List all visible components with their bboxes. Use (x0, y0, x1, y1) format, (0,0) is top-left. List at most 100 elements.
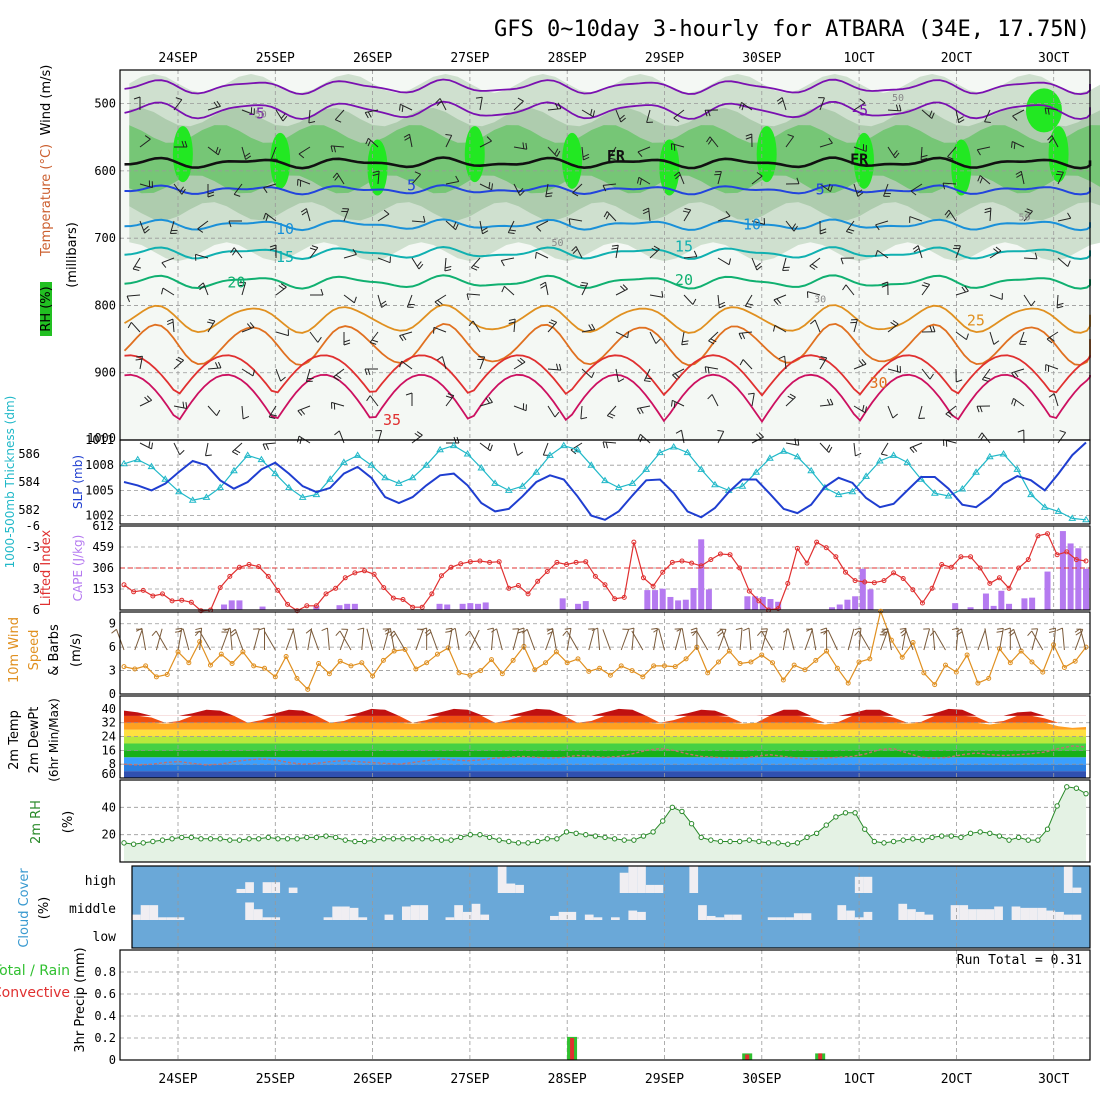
precip-tick: 0 (109, 1053, 116, 1067)
rh-marker (121, 840, 127, 846)
thickness-marker (120, 459, 128, 467)
upper-wind-barb (406, 294, 413, 308)
thickness-marker (862, 472, 870, 479)
upper-wind-barb-flag (309, 247, 317, 251)
cape-bar (336, 605, 343, 610)
upper-wind-barb-flag (1048, 393, 1055, 398)
rh-core (270, 132, 291, 189)
upper-wind-barb (917, 245, 923, 259)
upper-wind-barb-flag (143, 225, 149, 231)
upper-wind-barb-flag (881, 453, 888, 457)
wind-speed-marker (942, 662, 948, 668)
rh-marker (227, 837, 233, 843)
cloud-middle-cell (950, 905, 960, 920)
wind10m-barb-flag (335, 630, 341, 637)
upper-wind-barb-flag (436, 356, 443, 361)
upper-wind-barb (439, 98, 447, 111)
upper-wind-barb (331, 401, 345, 407)
rh-marker (756, 838, 762, 845)
upper-wind-barb (649, 331, 657, 344)
upper-wind-barb-flag (789, 393, 796, 398)
upper-wind-barb (513, 146, 527, 150)
upper-wind-barb-flag (352, 248, 357, 255)
cape-bar (575, 603, 582, 610)
upper-wind-barb (445, 181, 459, 185)
cape-bar (1029, 597, 1036, 610)
lifted-index-marker (496, 559, 502, 565)
rh-marker (640, 833, 647, 839)
rh-marker (900, 837, 906, 843)
wind-speed-marker (910, 639, 916, 645)
upper-wind-barb-flag (557, 102, 562, 109)
wind10m-barb (804, 629, 813, 651)
upper-wind-barb (572, 183, 583, 194)
upper-wind-barb (309, 247, 319, 259)
upper-wind-barb-flag (622, 284, 628, 290)
upper-wind-barb (467, 293, 481, 296)
upper-wind-barb-flag (976, 406, 980, 413)
thickness-marker (1040, 503, 1049, 510)
upper-wind-barb-flag (976, 149, 981, 156)
upper-wind-barb-flag (929, 373, 934, 380)
upper-wind-barb-flag (620, 117, 627, 123)
upper-wind-barb (334, 109, 345, 120)
upper-wind-barb-flag (776, 298, 782, 304)
lifted-index-marker (525, 591, 531, 597)
lifted-index-tick: 3 (33, 582, 40, 596)
upper-wind-barb-flag (858, 360, 864, 366)
upper-wind-barb-flag (335, 119, 342, 123)
cloud-middle-cell (802, 913, 812, 920)
upper-wind-barb-flag (645, 377, 652, 380)
upper-wind-barb-flag (199, 285, 205, 291)
upper-wind-barb (708, 331, 719, 342)
upper-wind-barb (343, 294, 355, 304)
upper-wind-barb (948, 209, 957, 222)
precip-convective-bar (818, 1053, 823, 1060)
upper-wind-barb-flag (592, 110, 596, 117)
upper-wind-barb (547, 405, 556, 418)
upper-wind-barb-flag (745, 305, 752, 309)
cape-bar (236, 600, 243, 610)
upper-wind-barb-flag (859, 98, 866, 104)
upper-wind-barb-flag (455, 175, 460, 182)
run-total-label: Run Total = 0.31 (957, 953, 1082, 968)
cloud-middle-cell (262, 917, 272, 920)
upper-wind-barb-flag (857, 192, 864, 197)
cape-bar (1021, 598, 1028, 610)
wind10m-barb (984, 628, 990, 651)
upper-wind-barb-flag (278, 284, 285, 290)
thickness-line (123, 444, 1087, 521)
rh-marker (169, 836, 175, 842)
lifted-index-marker (1035, 533, 1041, 539)
rh-marker (323, 833, 329, 839)
rh-marker (255, 836, 262, 842)
wind10m-barb (310, 629, 320, 651)
wind10m-barb (512, 628, 520, 651)
upper-wind-barb (809, 257, 821, 267)
isotherm-label: FR (607, 147, 626, 165)
lifted-index-marker (698, 563, 704, 569)
wind-speed-marker (759, 652, 765, 658)
upper-wind-barb (400, 103, 413, 111)
upper-wind-barb (139, 183, 153, 189)
wind-speed-marker (272, 674, 278, 680)
upper-wind-barb (343, 208, 350, 222)
rh-marker (977, 829, 983, 835)
upper-wind-barb-flag (311, 245, 318, 249)
upper-wind-barb-flag (809, 265, 816, 270)
upper-wind-barb (1057, 257, 1069, 267)
wind10m-barb (361, 628, 365, 651)
upper-wind-barb (513, 442, 519, 456)
upper-wind-barb-flag (820, 231, 827, 235)
upper-wind-barb (241, 368, 254, 377)
cape-bar (1067, 543, 1074, 610)
wind10m-barb-flag (231, 631, 237, 637)
lifted-index-marker (150, 593, 156, 599)
upper-wind-barb (444, 257, 447, 271)
dewpoint-line (123, 745, 1087, 766)
wind10m-barb (761, 628, 768, 651)
cloud-middle-cell (907, 909, 916, 920)
upper-wind-barb (207, 146, 219, 156)
thickness-marker (1068, 514, 1077, 521)
wind10m-barb (880, 629, 889, 651)
